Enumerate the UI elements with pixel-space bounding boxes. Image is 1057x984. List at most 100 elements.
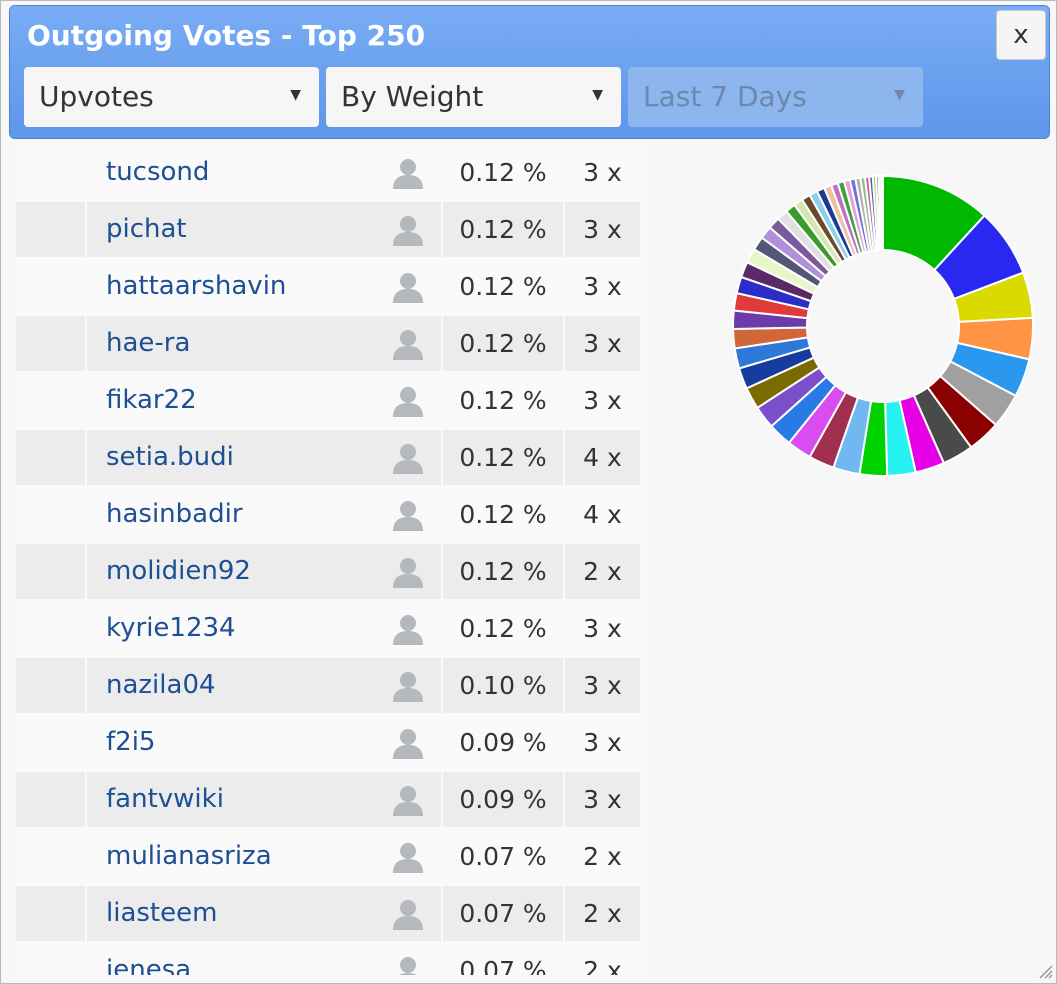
sort-select[interactable]: By Weight ▼ — [326, 67, 621, 127]
person-icon[interactable] — [392, 898, 424, 930]
count-cell: 3 x — [565, 658, 640, 713]
table-row[interactable]: f2i5 0.09 % 3 x — [16, 715, 640, 770]
vote-percent: 0.07 % — [459, 899, 547, 928]
username-link[interactable]: pichat — [106, 214, 187, 244]
username-link[interactable]: fantvwiki — [106, 784, 224, 814]
percent-cell: 0.12 % — [443, 544, 563, 599]
username-link[interactable]: hae-ra — [106, 328, 191, 358]
rank-cell — [16, 658, 85, 713]
person-icon[interactable] — [392, 499, 424, 531]
chevron-down-icon: ▼ — [894, 87, 905, 103]
vote-type-select[interactable]: Upvotes ▼ — [24, 67, 319, 127]
percent-cell: 0.10 % — [443, 658, 563, 713]
username-link[interactable]: mulianasriza — [106, 841, 272, 871]
person-icon[interactable] — [392, 556, 424, 588]
vote-count: 3 x — [583, 272, 622, 301]
table-row[interactable]: hattaarshavin 0.12 % 3 x — [16, 259, 640, 314]
table-row[interactable]: pichat 0.12 % 3 x — [16, 202, 640, 257]
username-link[interactable]: fikar22 — [106, 385, 197, 415]
username-link[interactable]: molidien92 — [106, 556, 251, 586]
person-icon[interactable] — [392, 670, 424, 702]
user-cell: tucsond — [87, 145, 441, 200]
sort-value: By Weight — [341, 80, 484, 113]
close-button[interactable]: x — [996, 10, 1046, 60]
count-cell: 2 x — [565, 943, 640, 975]
percent-cell: 0.12 % — [443, 487, 563, 542]
percent-cell: 0.09 % — [443, 772, 563, 827]
user-cell: fikar22 — [87, 373, 441, 428]
rank-cell — [16, 772, 85, 827]
username-link[interactable]: tucsond — [106, 157, 210, 187]
person-icon[interactable] — [392, 328, 424, 360]
person-icon[interactable] — [392, 613, 424, 645]
vote-percent: 0.07 % — [459, 842, 547, 871]
vote-percent: 0.09 % — [459, 728, 547, 757]
person-icon[interactable] — [392, 157, 424, 189]
percent-cell: 0.12 % — [443, 601, 563, 656]
person-icon[interactable] — [392, 271, 424, 303]
vote-percent: 0.12 % — [459, 614, 547, 643]
table-row[interactable]: hae-ra 0.12 % 3 x — [16, 316, 640, 371]
count-cell: 3 x — [565, 316, 640, 371]
vote-percent: 0.12 % — [459, 443, 547, 472]
percent-cell: 0.12 % — [443, 202, 563, 257]
username-link[interactable]: hasinbadir — [106, 499, 243, 529]
user-cell: mulianasriza — [87, 829, 441, 884]
user-cell: molidien92 — [87, 544, 441, 599]
username-link[interactable]: liasteem — [106, 898, 218, 928]
vote-count: 3 x — [583, 785, 622, 814]
user-cell: hattaarshavin — [87, 259, 441, 314]
count-cell: 3 x — [565, 601, 640, 656]
person-icon[interactable] — [392, 955, 424, 975]
count-cell: 3 x — [565, 259, 640, 314]
period-select: Last 7 Days ▼ — [628, 67, 923, 127]
vote-percent: 0.12 % — [459, 272, 547, 301]
count-cell: 2 x — [565, 886, 640, 941]
votes-table[interactable]: tucsond 0.12 % 3 x pichat 0.12 % 3 x hattaarsh… — [16, 145, 648, 975]
count-cell: 4 x — [565, 487, 640, 542]
donut-slice[interactable] — [880, 175, 884, 252]
username-link[interactable]: ienesa — [106, 955, 192, 975]
user-cell: pichat — [87, 202, 441, 257]
username-link[interactable]: f2i5 — [106, 727, 156, 757]
dialog-header[interactable]: Outgoing Votes - Top 250 x Upvotes ▼ By … — [9, 5, 1050, 139]
user-cell: fantvwiki — [87, 772, 441, 827]
percent-cell: 0.07 % — [443, 829, 563, 884]
rank-cell — [16, 886, 85, 941]
vote-count: 2 x — [583, 842, 622, 871]
resize-grip-icon[interactable] — [1037, 963, 1053, 979]
person-icon[interactable] — [392, 841, 424, 873]
table-row[interactable]: mulianasriza 0.07 % 2 x — [16, 829, 640, 884]
table-row[interactable]: ienesa 0.07 % 2 x — [16, 943, 640, 975]
table-row[interactable]: fikar22 0.12 % 3 x — [16, 373, 640, 428]
chevron-down-icon: ▼ — [290, 87, 301, 103]
vote-count: 3 x — [583, 728, 622, 757]
table-row[interactable]: hasinbadir 0.12 % 4 x — [16, 487, 640, 542]
table-row[interactable]: nazila04 0.10 % 3 x — [16, 658, 640, 713]
vote-count: 3 x — [583, 671, 622, 700]
person-icon[interactable] — [392, 784, 424, 816]
username-link[interactable]: kyrie1234 — [106, 613, 236, 643]
person-icon[interactable] — [392, 385, 424, 417]
table-row[interactable]: tucsond 0.12 % 3 x — [16, 145, 640, 200]
table-row[interactable]: kyrie1234 0.12 % 3 x — [16, 601, 640, 656]
count-cell: 3 x — [565, 373, 640, 428]
vote-percent: 0.12 % — [459, 557, 547, 586]
table-row[interactable]: fantvwiki 0.09 % 3 x — [16, 772, 640, 827]
table-row[interactable]: liasteem 0.07 % 2 x — [16, 886, 640, 941]
person-icon[interactable] — [392, 442, 424, 474]
table-row[interactable]: molidien92 0.12 % 2 x — [16, 544, 640, 599]
username-link[interactable]: setia.budi — [106, 442, 234, 472]
table-row[interactable]: setia.budi 0.12 % 4 x — [16, 430, 640, 485]
vote-percent: 0.12 % — [459, 329, 547, 358]
count-cell: 3 x — [565, 145, 640, 200]
count-cell: 3 x — [565, 715, 640, 770]
person-icon[interactable] — [392, 214, 424, 246]
rank-cell — [16, 601, 85, 656]
user-cell: hasinbadir — [87, 487, 441, 542]
person-icon[interactable] — [392, 727, 424, 759]
username-link[interactable]: nazila04 — [106, 670, 216, 700]
dialog-title: Outgoing Votes - Top 250 — [27, 19, 426, 52]
vote-count: 4 x — [583, 443, 622, 472]
username-link[interactable]: hattaarshavin — [106, 271, 287, 301]
